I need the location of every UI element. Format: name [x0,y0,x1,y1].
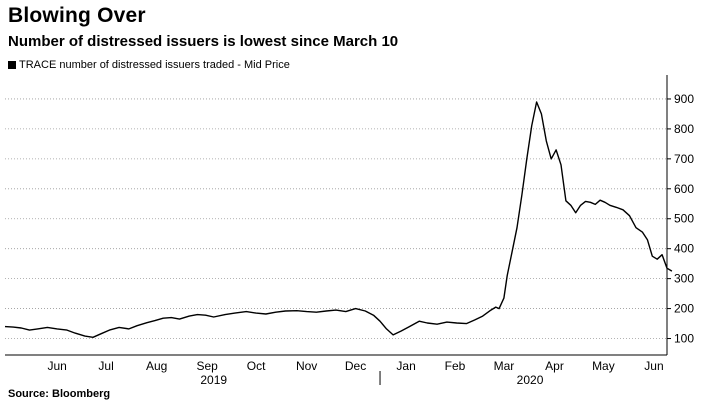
y-tick-label: 700 [674,152,694,166]
x-tick-label: Apr [545,359,564,373]
year-label: 2019 [200,373,227,387]
x-tick-label: Dec [345,359,366,373]
x-tick-label: Sep [197,359,219,373]
y-tick-label: 400 [674,242,694,256]
y-tick-label: 600 [674,182,694,196]
x-tick-label: Jun [644,359,663,373]
chart-subtitle: Number of distressed issuers is lowest s… [8,33,399,50]
legend-label: TRACE number of distressed issuers trade… [19,59,290,71]
x-tick-label: Aug [146,359,167,373]
x-tick-label: May [592,359,615,373]
x-tick-label: Jul [98,359,113,373]
x-tick-label: Jun [47,359,66,373]
chart-title: Blowing Over [8,4,146,27]
legend-swatch [8,61,16,69]
y-tick-label: 300 [674,272,694,286]
chart-legend: TRACE number of distressed issuers trade… [8,59,290,71]
y-tick-label: 900 [674,92,694,106]
x-tick-label: Mar [494,359,515,373]
source-note: Source: Bloomberg [8,388,111,400]
series-line [4,101,673,338]
y-tick-label: 500 [674,212,694,226]
year-label: 2020 [517,373,544,387]
x-tick-label: Nov [296,359,317,373]
y-tick-label: 800 [674,122,694,136]
x-tick-label: Feb [445,359,466,373]
x-tick-label: Jan [396,359,415,373]
y-tick-label: 200 [674,302,694,316]
x-tick-label: Oct [247,359,266,373]
y-tick-label: 100 [674,332,694,346]
